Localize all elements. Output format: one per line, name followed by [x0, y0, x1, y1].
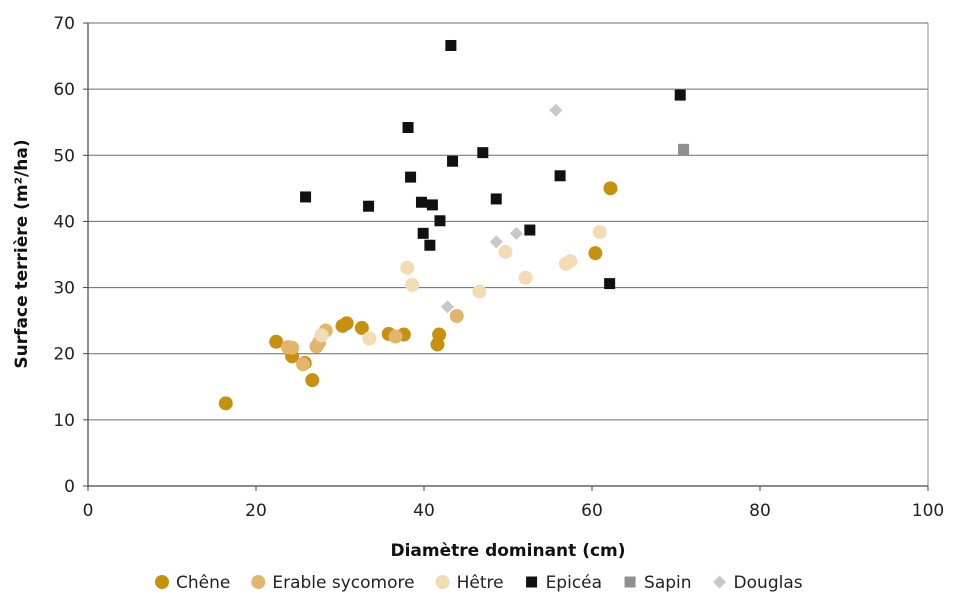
- legend-label: Hêtre: [457, 573, 504, 593]
- data-point: [424, 239, 436, 251]
- legend-marker: [155, 575, 169, 589]
- data-point: [678, 143, 690, 155]
- data-point: [441, 300, 455, 314]
- legend-marker: [713, 575, 727, 589]
- y-axis-title: Surface terrière (m²/ha): [12, 139, 32, 368]
- x-tick-labels: 0 20 40 60 80 100: [83, 486, 944, 521]
- data-point: [296, 357, 311, 372]
- legend-label: Epicéa: [546, 573, 602, 593]
- legend-item: Erable sycomore: [251, 573, 415, 593]
- data-point: [363, 200, 375, 212]
- legend-label: Erable sycomore: [272, 573, 414, 593]
- data-point: [498, 244, 513, 259]
- legend-label: Chêne: [176, 573, 230, 593]
- axes: [87, 23, 929, 487]
- data-point: [518, 270, 533, 285]
- legend-item: Epicéa: [526, 573, 602, 593]
- data-point: [588, 246, 603, 261]
- data-point: [362, 331, 377, 346]
- series-3: [300, 39, 686, 290]
- series-4: [678, 143, 690, 155]
- legend-marker: [435, 575, 450, 589]
- x-tick-label: 0: [83, 501, 94, 521]
- data-point: [339, 316, 354, 331]
- data-point: [300, 191, 312, 203]
- data-point: [388, 329, 403, 344]
- x-tick-label: 60: [581, 501, 603, 521]
- y-tick-label: 30: [53, 279, 75, 299]
- data-point: [285, 340, 300, 355]
- y-tick-label: 0: [64, 477, 75, 497]
- x-tick-label: 20: [245, 501, 267, 521]
- data-point: [449, 309, 464, 324]
- data-point: [472, 284, 487, 299]
- data-point: [509, 226, 523, 240]
- data-points: [218, 39, 690, 411]
- data-point: [674, 89, 686, 101]
- legend: Chêne Erable sycomore Hêtre Epicéa Sapin Doug…: [155, 573, 803, 593]
- y-tick-label: 60: [53, 80, 75, 100]
- data-point: [354, 320, 369, 335]
- y-tick-label: 20: [53, 345, 75, 365]
- data-point: [489, 235, 503, 249]
- legend-item: Sapin: [624, 573, 692, 593]
- data-point: [405, 277, 420, 292]
- data-point: [218, 396, 233, 411]
- y-tick-label: 40: [53, 212, 75, 232]
- data-point: [603, 181, 618, 196]
- y-tick-label: 70: [53, 14, 75, 34]
- x-tick-label: 40: [413, 501, 435, 521]
- data-point: [269, 334, 284, 349]
- x-tick-label: 80: [749, 501, 771, 521]
- legend-label: Douglas: [734, 573, 803, 593]
- data-point: [426, 199, 438, 211]
- legend-item: Hêtre: [435, 573, 504, 593]
- x-tick-label: 100: [912, 501, 944, 521]
- data-point: [447, 155, 459, 167]
- data-point: [417, 227, 429, 239]
- legend-item: Chêne: [155, 573, 230, 593]
- y-tick-label: 10: [53, 411, 75, 431]
- legend-item: Douglas: [713, 573, 803, 593]
- data-point: [402, 122, 414, 134]
- data-point: [477, 147, 489, 159]
- data-point: [314, 328, 329, 343]
- data-point: [415, 196, 427, 208]
- data-point: [400, 260, 415, 275]
- data-point: [554, 170, 566, 182]
- data-point: [563, 254, 578, 269]
- x-axis-title: Diamètre dominant (cm): [390, 541, 625, 561]
- data-point: [434, 215, 446, 227]
- legend-marker: [526, 576, 538, 588]
- data-point: [432, 327, 447, 342]
- series-5: [441, 103, 563, 314]
- data-point: [549, 103, 563, 117]
- data-point: [592, 225, 607, 240]
- gridlines: [88, 22, 928, 421]
- data-point: [445, 39, 457, 51]
- legend-marker: [251, 575, 266, 589]
- series-0: [218, 181, 618, 411]
- data-point: [604, 278, 616, 290]
- y-tick-labels: 0 10 20 30 40 50 60 70: [53, 14, 88, 497]
- data-point: [405, 171, 417, 183]
- data-point: [524, 224, 536, 236]
- series-2: [314, 225, 607, 346]
- legend-marker: [624, 576, 636, 588]
- y-tick-label: 50: [53, 146, 75, 166]
- data-point: [305, 373, 320, 388]
- legend-label: Sapin: [644, 573, 692, 593]
- data-point: [490, 193, 502, 205]
